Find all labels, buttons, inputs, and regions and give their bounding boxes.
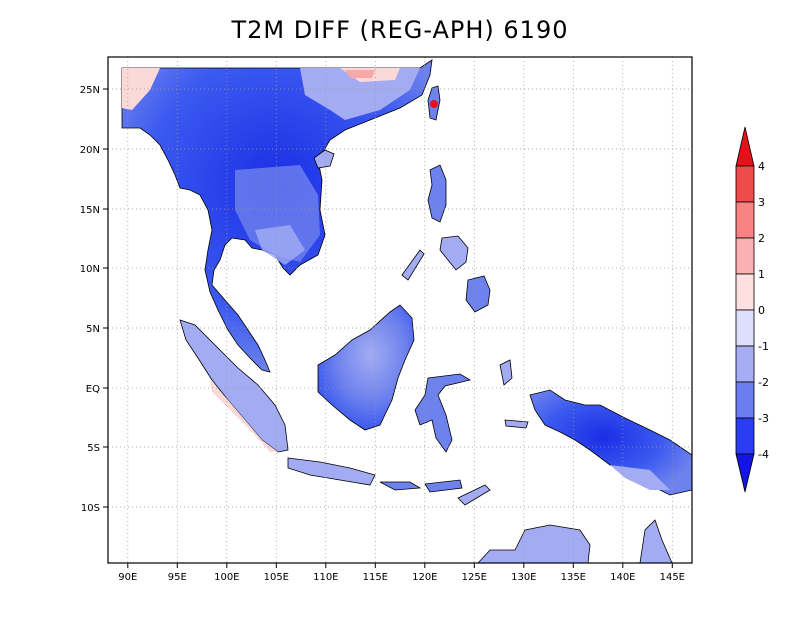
lon-tick-label: 135E	[561, 572, 586, 583]
colorbar-label: 4	[758, 160, 765, 173]
land-cape-york	[639, 519, 673, 563]
map-title: T2M DIFF (REG-APH) 6190	[231, 16, 569, 44]
lon-tick-label: 140E	[610, 572, 635, 583]
lat-labels: 25N 20N 15N 10N 5N EQ 5S 10S	[80, 85, 100, 514]
axis-ticks	[103, 88, 673, 568]
land-mindanao	[465, 275, 491, 313]
land-lesser-sunda-2	[424, 479, 463, 493]
land-luzon	[427, 164, 447, 223]
colorbar-bin	[735, 309, 755, 347]
colorbar-bin	[735, 345, 755, 383]
lon-tick-label: 95E	[168, 572, 187, 583]
lat-tick-label: 20N	[80, 145, 100, 156]
colorbar-label: 1	[758, 268, 765, 281]
lon-tick-label: 90E	[118, 572, 137, 583]
lon-tick-label: 110E	[313, 572, 338, 583]
lat-tick-label: 5N	[86, 324, 100, 335]
land-philippines-central	[439, 235, 469, 271]
indochina-shade	[235, 165, 320, 262]
colorbar-label: 2	[758, 232, 765, 245]
lon-tick-label: 100E	[214, 572, 239, 583]
land-hainan	[313, 149, 335, 169]
colorbar-bin	[735, 237, 755, 275]
colorbar-label: -3	[758, 412, 769, 425]
colorbar-bin	[735, 273, 755, 311]
land-seram	[504, 419, 529, 429]
cambodia-shade	[255, 225, 305, 265]
lat-tick-label: 25N	[80, 85, 100, 96]
colorbar-label: -1	[758, 340, 769, 353]
taiwan-warm-spot	[430, 100, 438, 108]
land-sulawesi	[414, 373, 472, 453]
lon-tick-label: 145E	[660, 572, 685, 583]
lat-tick-label: 10S	[81, 503, 100, 514]
land-timor	[457, 484, 491, 506]
land-borneo	[317, 304, 415, 431]
lon-tick-label: 115E	[363, 572, 388, 583]
land-new-guinea	[529, 389, 692, 496]
colorbar-top-arrow	[735, 126, 755, 167]
plot-frame	[107, 56, 693, 564]
graticule	[108, 57, 692, 563]
land-halmahera	[499, 359, 513, 386]
lat-tick-label: 15N	[80, 205, 100, 216]
lon-labels: 90E 95E 100E 105E 110E 115E 120E 125E 13…	[118, 572, 685, 583]
lon-tick-label: 105E	[264, 572, 289, 583]
colorbar-label: 3	[758, 196, 765, 209]
land-lesser-sunda-1	[379, 481, 422, 491]
colorbar: 4 3 2 1 0 -1 -2 -3 -4	[735, 126, 769, 493]
land-palawan	[401, 249, 425, 281]
lat-tick-label: 5S	[87, 443, 100, 454]
land-java	[287, 457, 376, 486]
colorbar-bin	[735, 165, 755, 203]
colorbar-label: 0	[758, 304, 765, 317]
land-australia	[477, 524, 591, 563]
colorbar-label: -4	[758, 448, 769, 461]
colorbar-label: -2	[758, 376, 769, 389]
png-light-south	[610, 465, 670, 490]
lat-tick-label: EQ	[86, 384, 100, 395]
warm-patch-south-china	[300, 68, 420, 120]
lon-tick-label: 120E	[412, 572, 437, 583]
colorbar-bin	[735, 381, 755, 419]
warm-patch-light-red	[345, 70, 375, 78]
lon-tick-label: 125E	[462, 572, 487, 583]
land-sumatra	[179, 319, 289, 453]
lat-tick-label: 10N	[80, 264, 100, 275]
colorbar-bin	[735, 417, 755, 455]
colorbar-bottom-arrow	[735, 453, 755, 493]
colorbar-bin	[735, 201, 755, 239]
lon-tick-label: 130E	[511, 572, 536, 583]
